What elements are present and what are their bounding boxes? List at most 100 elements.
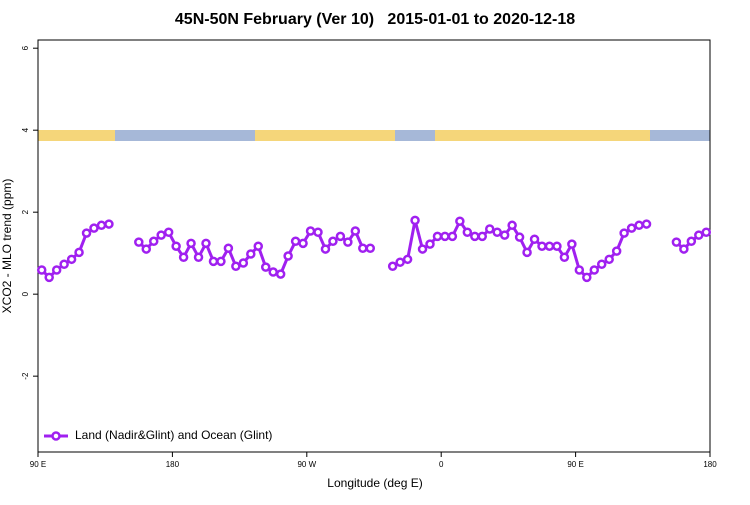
data-point <box>425 239 435 249</box>
data-point <box>36 265 47 275</box>
data-point <box>268 267 278 277</box>
data-point <box>89 223 99 233</box>
data-point <box>350 226 361 236</box>
x-tick-label: 90 W <box>297 460 316 469</box>
y-tick-label: 6 <box>21 45 30 50</box>
data-point <box>492 227 502 238</box>
data-point <box>626 223 637 233</box>
data-point <box>104 219 114 229</box>
data-point <box>604 254 614 265</box>
data-point <box>223 243 234 254</box>
data-point <box>141 244 152 254</box>
data-point <box>275 269 286 279</box>
data-point <box>537 241 547 251</box>
data-point <box>522 247 532 258</box>
data-point <box>216 256 226 267</box>
data-point <box>74 247 84 258</box>
data-point <box>290 236 301 247</box>
data-point <box>253 241 264 251</box>
data-point <box>171 241 181 251</box>
legend-swatch-marker <box>51 431 61 441</box>
x-axis-title: Longitude (deg E) <box>327 476 422 490</box>
data-point <box>365 243 376 254</box>
data-point <box>641 219 652 229</box>
x-tick-label: 90 E <box>567 460 583 469</box>
data-point <box>59 259 69 269</box>
x-tick-label: 90 E <box>30 460 46 469</box>
data-point <box>567 239 577 249</box>
data-point <box>328 236 338 247</box>
data-point <box>402 254 413 265</box>
data-point <box>477 231 488 242</box>
chart-title: 45N-50N February (Ver 10) 2015-01-01 to … <box>175 11 575 28</box>
data-point <box>455 216 465 226</box>
data-point <box>432 231 443 242</box>
legend-label: Land (Nadir&Glint) and Ocean (Glint) <box>75 428 272 442</box>
data-point <box>44 272 54 283</box>
y-tick-label: 2 <box>21 209 30 214</box>
data-point <box>178 252 189 263</box>
series-line <box>40 218 707 280</box>
y-axis-title: XCO2 - MLO trend (ppm) <box>0 179 14 314</box>
land-ocean-strip <box>38 130 710 141</box>
data-point <box>163 227 174 238</box>
data-point <box>611 246 622 256</box>
data-point <box>148 236 159 247</box>
data-point <box>51 265 62 275</box>
data-point <box>186 238 196 249</box>
data-point <box>671 237 682 247</box>
x-tick-label: 180 <box>166 460 180 469</box>
data-point <box>589 265 600 275</box>
data-point <box>298 238 308 249</box>
data-point <box>66 254 77 265</box>
data-point <box>305 226 316 236</box>
data-point <box>335 231 346 242</box>
y-tick-label: -2 <box>21 372 30 380</box>
data-point <box>701 227 712 238</box>
x-tick-label: 180 <box>703 460 717 469</box>
data-point <box>201 238 211 249</box>
data-point <box>358 243 368 254</box>
x-tick-label: 0 <box>439 460 444 469</box>
data-point <box>410 215 420 226</box>
data-point <box>514 232 525 242</box>
data-point <box>208 256 219 267</box>
data-point <box>96 220 107 231</box>
data-point <box>238 258 249 268</box>
data-point <box>484 224 495 234</box>
data-point <box>81 228 92 238</box>
data-point <box>320 244 331 254</box>
data-point <box>596 259 607 269</box>
data-point <box>387 261 398 272</box>
data-point <box>634 220 644 231</box>
data-point <box>462 227 473 238</box>
data-point <box>417 244 428 254</box>
data-point <box>679 244 689 254</box>
data-point <box>559 252 570 263</box>
data-point <box>619 228 629 238</box>
data-point <box>529 234 540 244</box>
data-point <box>246 249 256 259</box>
data-point <box>156 230 166 240</box>
data-point <box>507 220 517 231</box>
data-point <box>343 237 353 247</box>
data-point <box>582 272 592 283</box>
data-point <box>552 241 562 251</box>
data-point <box>544 241 555 251</box>
data-point <box>694 230 704 240</box>
data-point <box>231 261 241 272</box>
data-point <box>313 227 323 238</box>
data-point <box>283 251 293 261</box>
y-tick-label: 4 <box>21 127 30 132</box>
data-point <box>499 230 510 240</box>
data-point <box>447 231 458 242</box>
data-point <box>134 237 144 247</box>
data-point <box>260 262 271 272</box>
y-tick-label: 0 <box>21 291 30 296</box>
data-point <box>395 257 405 267</box>
data-point <box>470 231 480 242</box>
data-point <box>686 236 697 247</box>
data-point <box>440 231 450 242</box>
plot-frame <box>37 39 711 453</box>
